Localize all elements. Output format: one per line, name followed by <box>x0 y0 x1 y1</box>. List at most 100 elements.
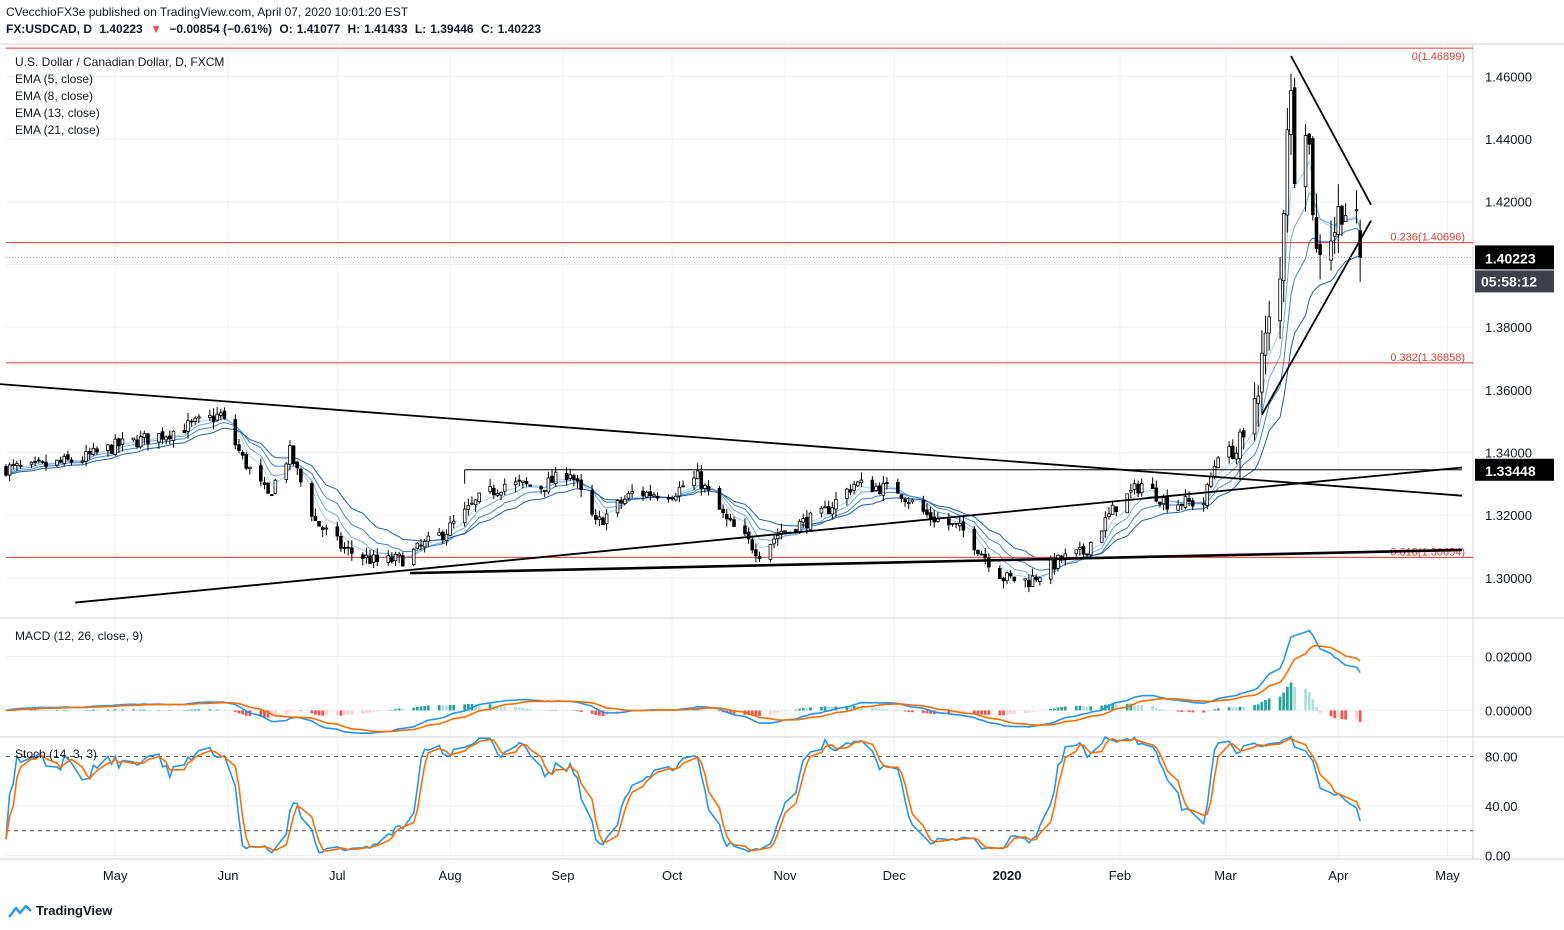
macd-histogram-bar <box>543 710 547 711</box>
candle <box>1008 570 1013 579</box>
candle-body <box>899 494 904 499</box>
macd-histogram-bar <box>1049 708 1053 711</box>
candle <box>1281 209 1286 303</box>
candle <box>877 482 882 495</box>
candle <box>350 540 354 561</box>
candle-body <box>823 506 827 509</box>
candle <box>310 481 314 522</box>
candle <box>189 419 194 427</box>
stoch-legend[interactable]: Stoch (14, 3, 3) <box>15 747 98 761</box>
macd-histogram-bar <box>539 709 543 711</box>
candle-body <box>677 486 682 497</box>
candle <box>976 549 980 557</box>
time-tick-label: Apr <box>1328 868 1349 883</box>
time-tick-label: Jul <box>329 868 346 883</box>
macd-histogram-bar <box>911 710 914 713</box>
candle-body <box>1012 576 1017 582</box>
macd-histogram-bar <box>1282 692 1286 711</box>
candle-body <box>313 515 318 522</box>
candle-body <box>1056 554 1060 569</box>
candle <box>1150 477 1155 490</box>
macd-histogram-bar <box>1063 706 1067 711</box>
candle-body <box>524 480 529 485</box>
candle <box>728 513 733 522</box>
candle <box>1154 480 1159 503</box>
candle-body <box>998 568 1002 580</box>
ema-13-legend[interactable]: EMA (13, close) <box>15 106 100 120</box>
macd-histogram-bar <box>1216 708 1220 711</box>
candle <box>33 456 37 467</box>
macd-histogram-bar <box>1100 705 1104 711</box>
candle <box>1023 578 1028 588</box>
candle-body <box>222 410 227 419</box>
candle <box>219 408 223 420</box>
candle-body <box>885 482 889 485</box>
macd-histogram-bar <box>881 708 885 711</box>
candle-body <box>488 486 492 493</box>
candle-body <box>1099 530 1104 543</box>
macd-histogram-bar <box>1031 710 1034 712</box>
candle <box>1107 507 1111 520</box>
macd-histogram-bar <box>437 705 441 711</box>
ema-5-legend[interactable]: EMA (5, close) <box>15 72 94 86</box>
candle <box>1158 501 1162 508</box>
candle <box>524 477 529 487</box>
macd-histogram-bar <box>1191 710 1195 713</box>
macd-histogram-bar <box>419 706 423 711</box>
macd-histogram-bar <box>317 710 321 716</box>
candle <box>954 522 958 529</box>
candle <box>146 433 150 451</box>
candle <box>1030 568 1035 587</box>
candle-body <box>262 482 267 485</box>
candle-body <box>1161 497 1166 505</box>
symbol-name[interactable]: FX:USDCAD, D <box>6 22 92 36</box>
ema-21-legend[interactable]: EMA (21, close) <box>15 123 100 137</box>
candle <box>135 435 139 449</box>
candle <box>215 407 219 422</box>
macd-histogram-bar <box>1307 691 1311 711</box>
candle-body <box>117 438 121 447</box>
candle <box>288 440 292 471</box>
fib-level-label: 0.236(1.40696) <box>1390 232 1465 244</box>
candle <box>291 445 296 466</box>
candle-body <box>553 471 558 484</box>
candle-body <box>419 544 423 547</box>
candle-body <box>1216 457 1220 469</box>
macd-histogram-bar <box>805 708 809 711</box>
macd-histogram-bar <box>976 710 980 715</box>
macd-histogram-bar <box>983 710 987 715</box>
candle-body <box>1085 553 1089 556</box>
macd-histogram-bar <box>1133 703 1136 711</box>
macd-histogram-bar <box>139 709 143 711</box>
candle-body <box>87 451 92 455</box>
time-tick-label: Feb <box>1109 868 1131 883</box>
candle-body <box>208 414 212 418</box>
candle <box>834 492 838 517</box>
macd-histogram-bar <box>1213 709 1216 711</box>
macd-histogram-bar <box>426 705 430 711</box>
candle-body <box>1281 212 1286 282</box>
candle-body <box>1260 352 1264 393</box>
candle <box>492 484 496 500</box>
ema-8-legend[interactable]: EMA (8, close) <box>15 89 94 103</box>
series-title[interactable]: U.S. Dollar / Canadian Dollar, D, FXCM <box>15 55 225 69</box>
candle <box>393 551 398 566</box>
macd-histogram-bar <box>121 709 124 711</box>
macd-histogram-bar <box>62 709 66 711</box>
candle-body <box>1187 497 1191 502</box>
candle-body <box>724 513 729 520</box>
macd-histogram-bar <box>361 710 365 714</box>
macd-histogram-bar <box>1333 710 1337 719</box>
candle <box>572 473 576 487</box>
candle <box>1252 382 1257 441</box>
macd-histogram-bar <box>219 709 223 711</box>
candle <box>91 442 96 457</box>
tradingview-logo[interactable]: TradingView <box>8 903 112 918</box>
candle-body <box>976 549 980 555</box>
candle-body <box>1263 332 1268 356</box>
candle <box>732 516 736 527</box>
macd-legend[interactable]: MACD (12, 26, close, 9) <box>15 629 144 643</box>
candle <box>502 478 507 496</box>
candle <box>874 482 878 493</box>
stoch-tick-label: 0.00 <box>1485 849 1510 864</box>
